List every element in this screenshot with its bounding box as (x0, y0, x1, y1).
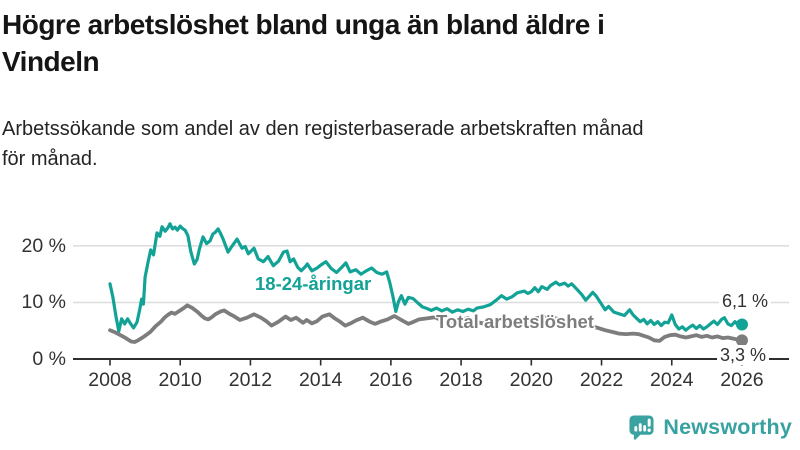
end-value-label-youth: 6,1 % (719, 291, 772, 311)
end-value-label-total: 3,3 % (717, 345, 770, 365)
page-subtitle: Arbetssökande som andel av den registerb… (2, 114, 792, 174)
page-subtitle-line1: Arbetssökande som andel av den registerb… (2, 118, 644, 140)
page-title: Högre arbetslöshet bland unga än bland ä… (2, 6, 782, 80)
end-dot-youth (735, 318, 748, 331)
x-tick-label-2010: 2010 (158, 369, 202, 391)
x-tick-label-2022: 2022 (579, 369, 624, 391)
y-tick-label-10: 10 % (21, 291, 66, 314)
line-series-total (108, 303, 744, 344)
y-tick-label-0: 0 % (32, 348, 66, 370)
x-tick-label-2008: 2008 (88, 369, 132, 391)
page-title-line1: Högre arbetslöshet bland unga än bland ä… (2, 9, 605, 40)
x-tick-label-2014: 2014 (298, 369, 343, 391)
series-label-total: Total arbetslöshet (436, 311, 594, 332)
x-tick-label-2024: 2024 (650, 369, 694, 391)
x-tick-label-2012: 2012 (228, 369, 273, 391)
series-label-youth: 18-24-åringar (255, 273, 372, 294)
page-subtitle-line2: för månad. (2, 148, 98, 170)
y-tick-label-20: 20 % (21, 234, 66, 257)
x-tick-label-2018: 2018 (439, 369, 483, 391)
newsworthy-logo: Newsworthy (628, 414, 792, 441)
line-series-youth (108, 222, 744, 333)
x-tick-label-2026: 2026 (720, 369, 764, 391)
x-tick-label-2020: 2020 (509, 369, 553, 391)
end-dot-total (735, 334, 748, 347)
page-title-line2: Vindeln (2, 46, 100, 77)
newsworthy-wordmark: Newsworthy (663, 415, 792, 439)
newsworthy-speech-bubble-chart-icon (629, 415, 654, 440)
x-tick-label-2016: 2016 (369, 369, 413, 391)
